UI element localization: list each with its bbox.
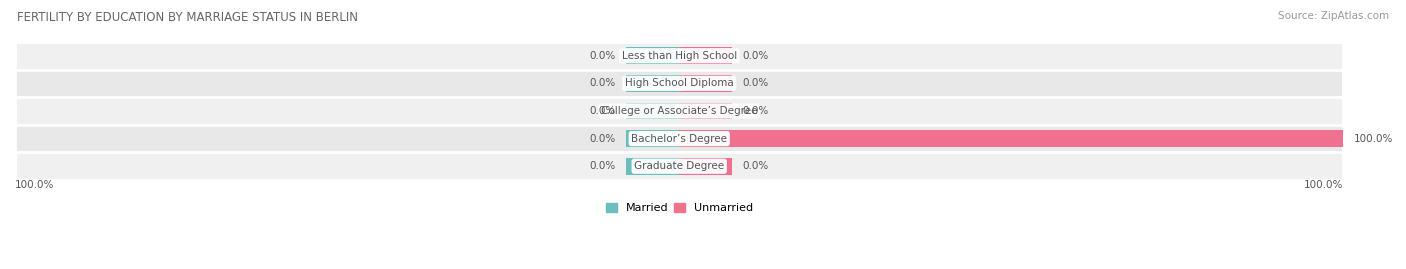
Text: 0.0%: 0.0%: [742, 51, 769, 61]
Bar: [626, 47, 679, 64]
Bar: [679, 158, 733, 175]
Text: 0.0%: 0.0%: [742, 106, 769, 116]
Legend: Married, Unmarried: Married, Unmarried: [606, 203, 752, 213]
Text: Less than High School: Less than High School: [621, 51, 737, 61]
Text: 0.0%: 0.0%: [591, 78, 616, 88]
Bar: [15, 125, 1344, 153]
Bar: [626, 158, 679, 175]
Text: 0.0%: 0.0%: [591, 106, 616, 116]
Bar: [626, 75, 679, 92]
Text: 0.0%: 0.0%: [591, 51, 616, 61]
Bar: [679, 103, 733, 119]
Text: 100.0%: 100.0%: [1354, 134, 1393, 144]
Text: 0.0%: 0.0%: [591, 134, 616, 144]
Text: High School Diploma: High School Diploma: [624, 78, 734, 88]
Text: Graduate Degree: Graduate Degree: [634, 161, 724, 171]
Text: Bachelor’s Degree: Bachelor’s Degree: [631, 134, 727, 144]
Text: 0.0%: 0.0%: [742, 78, 769, 88]
Text: College or Associate’s Degree: College or Associate’s Degree: [600, 106, 758, 116]
Text: 100.0%: 100.0%: [1305, 180, 1344, 190]
Text: Source: ZipAtlas.com: Source: ZipAtlas.com: [1278, 11, 1389, 21]
Bar: [679, 47, 733, 64]
Bar: [15, 69, 1344, 97]
Bar: [679, 130, 1344, 147]
Text: 0.0%: 0.0%: [742, 161, 769, 171]
Text: 100.0%: 100.0%: [15, 180, 55, 190]
Bar: [15, 97, 1344, 125]
Bar: [679, 75, 733, 92]
Bar: [15, 153, 1344, 180]
Text: FERTILITY BY EDUCATION BY MARRIAGE STATUS IN BERLIN: FERTILITY BY EDUCATION BY MARRIAGE STATU…: [17, 11, 359, 24]
Bar: [626, 103, 679, 119]
Text: 0.0%: 0.0%: [591, 161, 616, 171]
Bar: [626, 130, 679, 147]
Bar: [15, 42, 1344, 69]
